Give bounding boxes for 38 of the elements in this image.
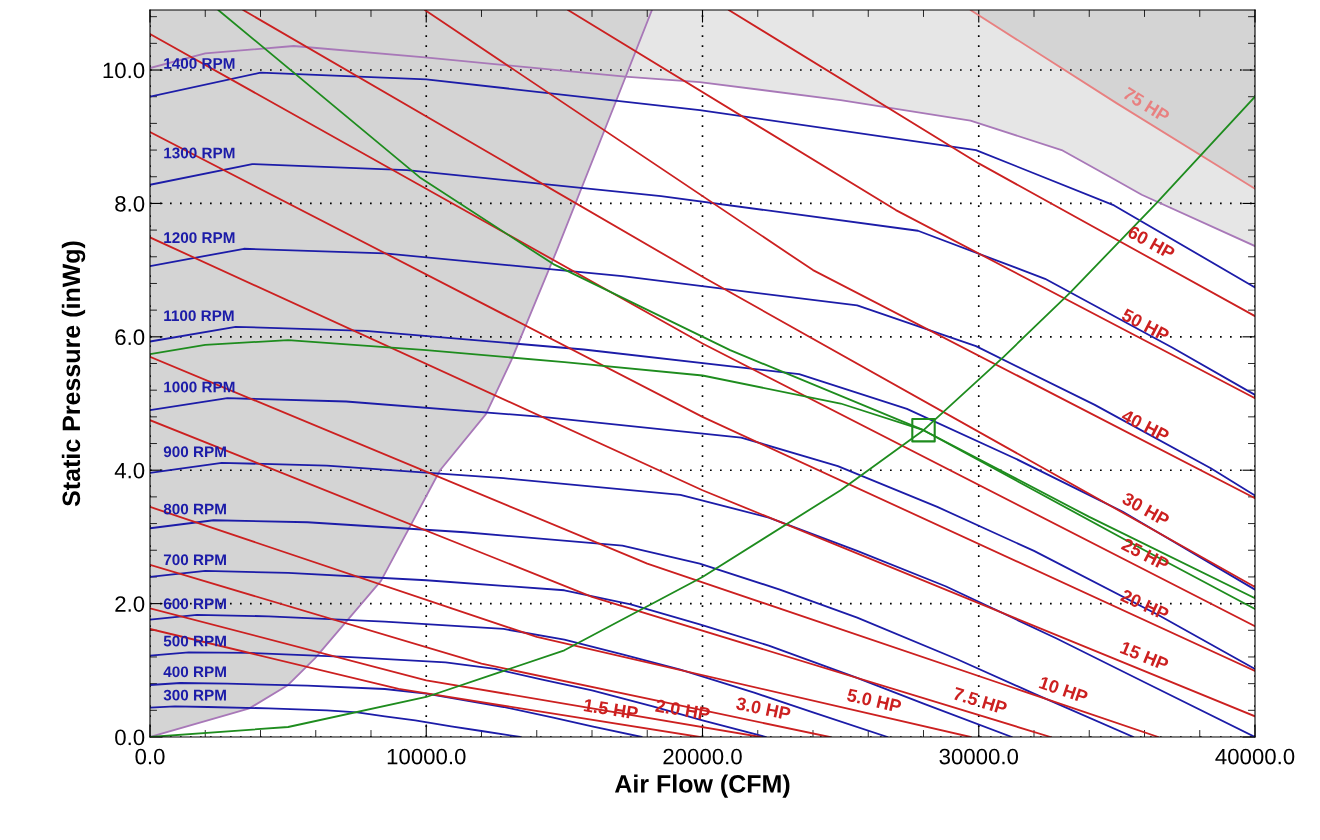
series-label: 600 RPM — [163, 598, 226, 610]
series-label: 900 RPM — [163, 446, 226, 458]
y-tick-label: 10.0 — [103, 62, 145, 79]
x-tick-label: 30000.0 — [939, 748, 1019, 765]
y-tick-label: 6.0 — [115, 329, 145, 346]
annotation: 7.5 HP — [952, 687, 1008, 715]
x-tick-label: 0.0 — [135, 748, 165, 765]
y-tick-label: 4.0 — [114, 462, 145, 479]
annotation: 5.0 HP — [846, 688, 902, 713]
series-label: 700 RPM — [163, 554, 226, 566]
line-series — [150, 163, 1255, 396]
series-label: 1200 RPM — [164, 232, 235, 244]
series-label: 800 RPM — [163, 503, 226, 515]
line-series — [150, 651, 767, 737]
y-tick-label: 2.0 — [115, 596, 145, 612]
annotation: 40 HP — [1120, 408, 1171, 443]
annotation: 30 HP — [1121, 491, 1171, 527]
annotation: 3.0 HP — [735, 696, 792, 721]
annotation: 50 HP — [1120, 307, 1171, 343]
y-tick-label: 0.0 — [115, 729, 145, 746]
series-label: 400 RPM — [163, 666, 226, 678]
series-label: 1100 RPM — [164, 310, 234, 322]
x-tick-label: 10000.0 — [387, 748, 466, 765]
x-axis-title: Air Flow (CFM) — [614, 774, 790, 798]
annotation: 10 HP — [1038, 675, 1089, 704]
annotation: 60 HP — [1126, 225, 1176, 260]
annotation: 75 HP — [1122, 86, 1171, 124]
y-axis-title: Static Pressure (inWg) — [61, 241, 86, 507]
x-tick-label: 20000.0 — [663, 748, 742, 765]
x-tick-label: 40000.0 — [1215, 748, 1295, 765]
series-label: 300 RPM — [163, 689, 226, 701]
y-tick-label: 8.0 — [115, 195, 145, 212]
line-series — [150, 71, 1255, 289]
annotation: 25 HP — [1120, 537, 1171, 572]
line-series — [150, 570, 1013, 737]
annotation: 15 HP — [1119, 641, 1170, 672]
series-label: 1400 RPM — [164, 58, 235, 69]
annotation: 20 HP — [1119, 588, 1170, 621]
